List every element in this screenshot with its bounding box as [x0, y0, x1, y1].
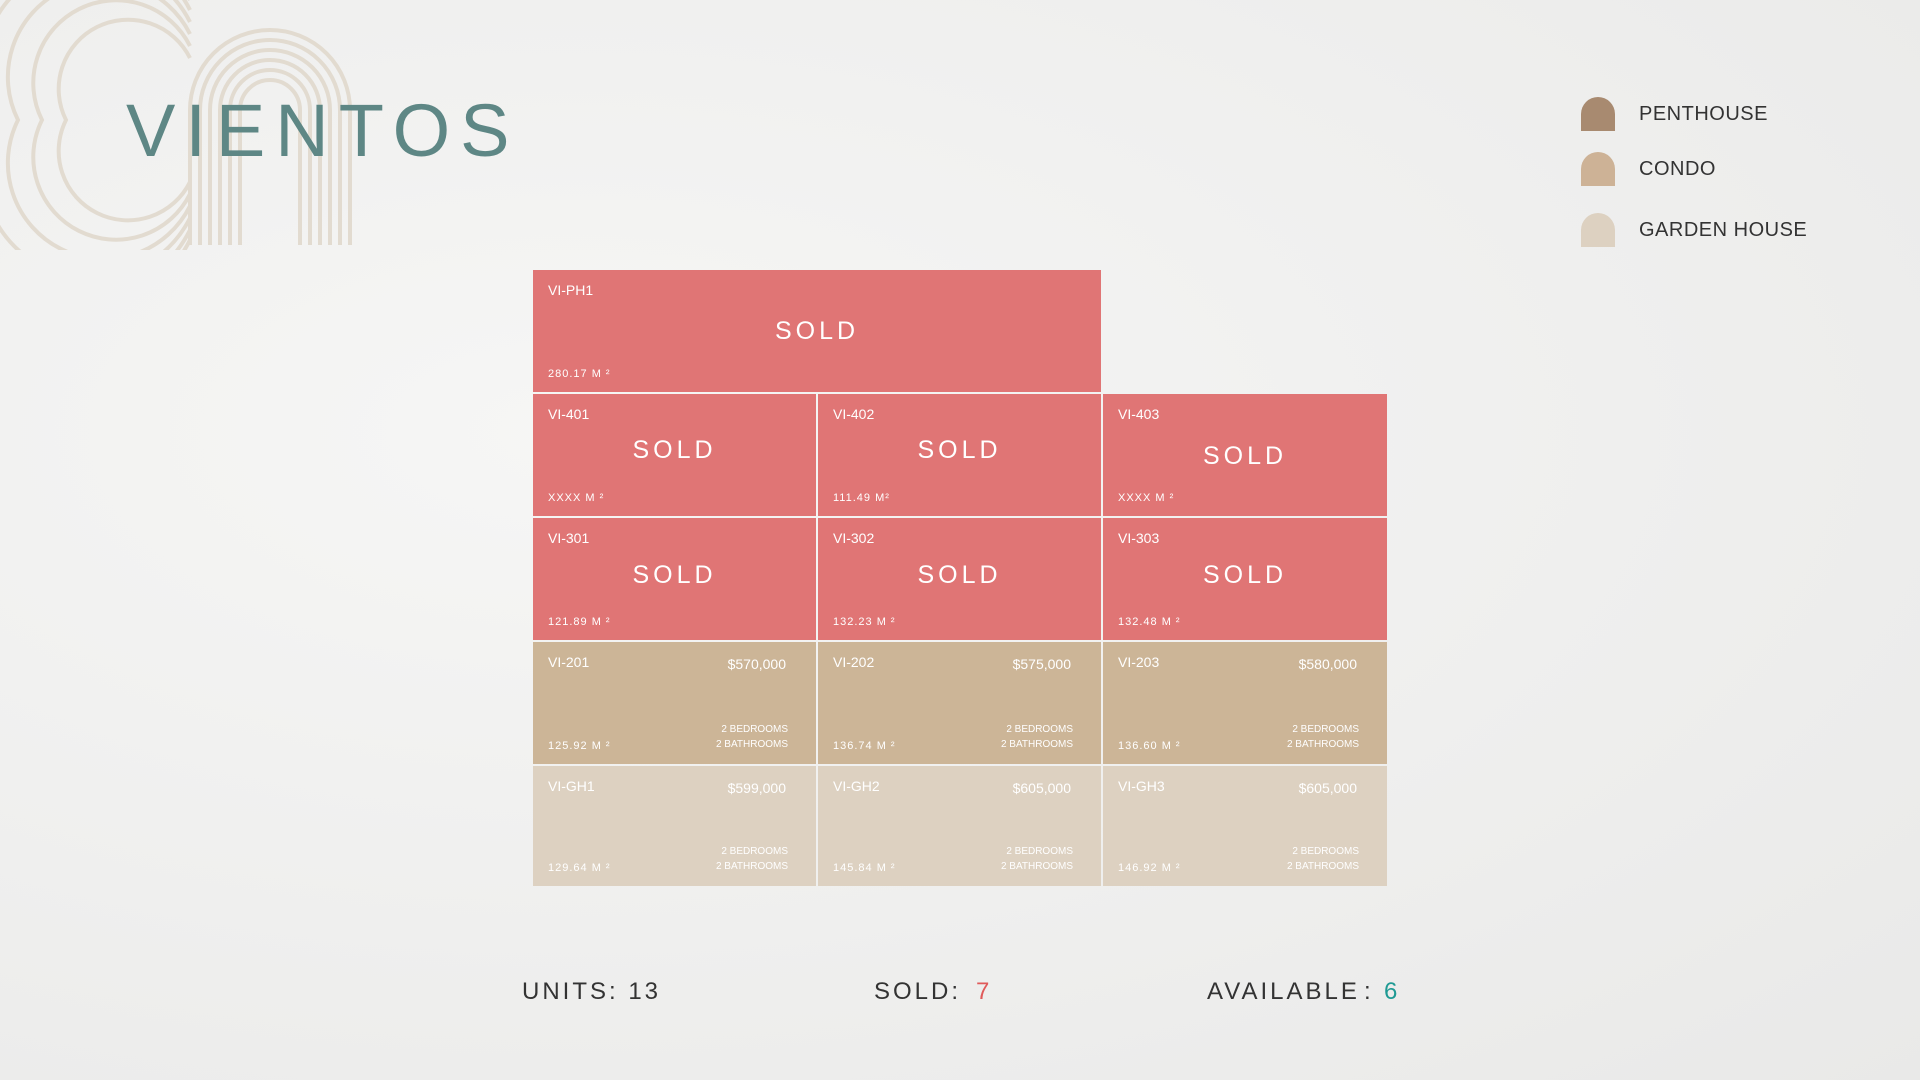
unit-area: 280.17 M ²	[548, 368, 611, 380]
unit-rooms: 2 BEDROOMS 2 BATHROOMS	[716, 844, 788, 874]
unit-area: XXXX M ²	[548, 492, 605, 504]
unit-rooms: 2 BEDROOMS 2 BATHROOMS	[1287, 844, 1359, 874]
unit-401[interactable]: VI-401 SOLD XXXX M ²	[533, 394, 816, 516]
sold-label: SOLD:	[874, 978, 962, 1005]
unit-price: $599,000	[727, 780, 786, 796]
unit-code: VI-202	[833, 654, 875, 670]
sold-label: SOLD	[632, 561, 717, 589]
legend-item-penthouse: PENTHOUSE	[1581, 96, 1901, 132]
unit-403[interactable]: VI-403 SOLD XXXX M ²	[1103, 394, 1387, 516]
sold-label: SOLD	[917, 561, 1002, 589]
unit-code: VI-GH2	[833, 778, 880, 794]
bathrooms: 2 BATHROOMS	[1000, 739, 1073, 750]
unit-code: VI-GH1	[548, 778, 595, 794]
arch-decoration	[0, 0, 352, 250]
unit-area: XXXX M ²	[1118, 492, 1175, 504]
bedrooms: 2 BEDROOMS	[1006, 724, 1073, 735]
available-count: 6	[1384, 978, 1398, 1005]
unit-area: 121.89 M ²	[548, 616, 611, 628]
unit-code: VI-301	[548, 530, 590, 546]
unit-area: 136.74 M ²	[833, 740, 896, 752]
unit-code: VI-303	[1118, 530, 1160, 546]
available-separator: :	[1364, 978, 1374, 1005]
sold-label: SOLD	[1202, 561, 1288, 589]
unit-code: VI-GH3	[1118, 778, 1165, 794]
units-count: UNITS: 13	[522, 978, 662, 1005]
unit-303[interactable]: VI-303 SOLD 132.48 M ²	[1103, 518, 1387, 640]
legend-label: GARDEN HOUSE	[1639, 218, 1808, 241]
unit-code: VI-201	[548, 654, 590, 670]
unit-area: 111.49 M²	[833, 492, 890, 504]
unit-203[interactable]: VI-203 $580,000 136.60 M ² 2 BEDROOMS 2 …	[1103, 642, 1387, 764]
unit-code: VI-302	[833, 530, 875, 546]
unit-301[interactable]: VI-301 SOLD 121.89 M ²	[533, 518, 816, 640]
bedrooms: 2 BEDROOMS	[1292, 724, 1359, 735]
unit-gh3[interactable]: VI-GH3 $605,000 146.92 M ² 2 BEDROOMS 2 …	[1103, 766, 1387, 886]
unit-code: VI-403	[1118, 406, 1160, 422]
legend-label: PENTHOUSE	[1639, 102, 1768, 125]
unit-code: VI-PH1	[548, 282, 594, 298]
unit-price: $605,000	[1298, 780, 1357, 796]
unit-rooms: 2 BEDROOMS 2 BATHROOMS	[1001, 844, 1073, 874]
bathrooms: 2 BATHROOMS	[1286, 739, 1359, 750]
sold-count: 7	[976, 978, 990, 1005]
arch-lines-outer	[188, 28, 352, 245]
unit-price: $580,000	[1298, 656, 1357, 672]
sold-label: SOLD	[774, 317, 860, 345]
unit-grid: VI-PH1 SOLD 280.17 M ² VI-401 SOLD XXXX …	[533, 270, 1387, 886]
unit-area: 146.92 M ²	[1118, 862, 1181, 874]
bathrooms: 2 BATHROOMS	[1286, 861, 1359, 872]
legend-label: CONDO	[1639, 157, 1716, 180]
sold-label: SOLD	[917, 436, 1002, 464]
sold-label: SOLD	[1202, 442, 1288, 470]
bedrooms: 2 BEDROOMS	[721, 724, 788, 735]
bedrooms: 2 BEDROOMS	[721, 846, 788, 857]
arch-lines-inner	[0, 0, 192, 250]
unit-402[interactable]: VI-402 SOLD 111.49 M²	[818, 394, 1101, 516]
bedrooms: 2 BEDROOMS	[1006, 846, 1073, 857]
unit-area: 136.60 M ²	[1118, 740, 1181, 752]
unit-201[interactable]: VI-201 $570,000 125.92 M ² 2 BEDROOMS 2 …	[533, 642, 816, 764]
available-label: AVAILABLE	[1207, 978, 1360, 1005]
arch-swatch-icon	[1581, 97, 1615, 131]
unit-area: 145.84 M ²	[833, 862, 896, 874]
page-title: VIENTOS	[126, 89, 520, 172]
unit-rooms: 2 BEDROOMS 2 BATHROOMS	[716, 722, 788, 752]
unit-302[interactable]: VI-302 SOLD 132.23 M ²	[818, 518, 1101, 640]
unit-ph1[interactable]: VI-PH1 SOLD 280.17 M ²	[533, 270, 1101, 392]
unit-area: 132.48 M ²	[1118, 616, 1181, 628]
unit-gh1[interactable]: VI-GH1 $599,000 129.64 M ² 2 BEDROOMS 2 …	[533, 766, 816, 886]
unit-gh2[interactable]: VI-GH2 $605,000 145.84 M ² 2 BEDROOMS 2 …	[818, 766, 1101, 886]
bedrooms: 2 BEDROOMS	[1292, 846, 1359, 857]
unit-202[interactable]: VI-202 $575,000 136.74 M ² 2 BEDROOMS 2 …	[818, 642, 1101, 764]
unit-price: $605,000	[1012, 780, 1071, 796]
bathrooms: 2 BATHROOMS	[715, 739, 788, 750]
unit-area: 132.23 M ²	[833, 616, 896, 628]
unit-price: $575,000	[1012, 656, 1071, 672]
sold-label: SOLD	[632, 436, 717, 464]
unit-rooms: 2 BEDROOMS 2 BATHROOMS	[1001, 722, 1073, 752]
arch-swatch-icon	[1581, 213, 1615, 247]
bathrooms: 2 BATHROOMS	[715, 861, 788, 872]
unit-area: 129.64 M ²	[548, 862, 611, 874]
legend-item-garden-house: GARDEN HOUSE	[1581, 212, 1901, 248]
unit-code: VI-401	[548, 406, 590, 422]
summary-stats: UNITS: 13 SOLD: 7 AVAILABLE : 6	[0, 978, 1920, 1018]
unit-area: 125.92 M ²	[548, 740, 611, 752]
unit-code: VI-203	[1118, 654, 1160, 670]
legend-item-condo: CONDO	[1581, 151, 1901, 187]
unit-rooms: 2 BEDROOMS 2 BATHROOMS	[1287, 722, 1359, 752]
unit-code: VI-402	[833, 406, 875, 422]
unit-price: $570,000	[727, 656, 786, 672]
bathrooms: 2 BATHROOMS	[1000, 861, 1073, 872]
arch-swatch-icon	[1581, 152, 1615, 186]
